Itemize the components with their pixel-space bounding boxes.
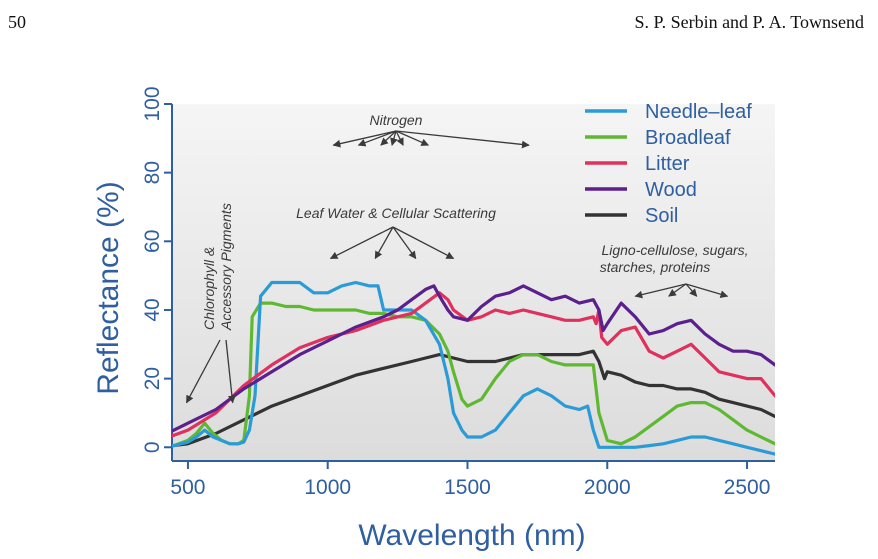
x-axis-label: Wavelength (nm)	[358, 519, 585, 552]
legend-label-2: Litter	[645, 153, 690, 175]
page-number: 50	[8, 12, 26, 32]
annotation-arrow	[668, 283, 687, 297]
y-tick-label: 60	[141, 230, 164, 253]
annotation-arrow	[395, 130, 530, 149]
legend: Needle–leaf Broadleaf Litter Wood Soil	[585, 101, 752, 227]
annotation-lignocellulose-line2: starches, proteins	[600, 259, 711, 275]
annotation-arrow	[225, 339, 236, 404]
legend-label-0: Needle–leaf	[645, 101, 752, 123]
y-axis-label: Reflectance (%)	[92, 181, 125, 394]
annotation-arrow	[395, 130, 404, 146]
annotation-layer: Nitrogen Leaf Water & Cellular Scattering…	[185, 112, 749, 404]
y-tick-label: 100	[141, 86, 164, 121]
x-tick-label: 2000	[584, 476, 631, 499]
annotation-arrow	[685, 283, 698, 297]
y-tick-label: 20	[141, 367, 164, 390]
x-tick-label: 1000	[304, 476, 351, 499]
annotation-arrow	[634, 283, 687, 299]
annotation-arrow	[329, 226, 394, 260]
annotation-arrow	[685, 283, 729, 298]
annotation-arrow	[390, 130, 398, 146]
legend-label-1: Broadleaf	[645, 127, 731, 149]
annotation-arrow	[374, 226, 394, 260]
annotation-arrow	[392, 226, 455, 260]
series-line-3	[172, 284, 775, 433]
annotation-arrow	[380, 130, 397, 146]
x-tick-label: 2500	[724, 476, 771, 499]
annotation-chlorophyll-line1: Chlorophyll &	[201, 247, 217, 330]
annotation-arrow	[395, 130, 430, 146]
annotation-arrow	[332, 130, 397, 148]
annotation-arrow	[392, 226, 417, 260]
y-tick-label: 40	[141, 298, 164, 321]
annotation-arrow	[185, 339, 221, 404]
running-head: S. P. Serbin and P. A. Townsend	[634, 12, 864, 32]
y-tick-label: 80	[141, 161, 164, 184]
annotation-nitrogen: Nitrogen	[370, 112, 423, 128]
legend-label-3: Wood	[645, 179, 697, 201]
annotation-chlorophyll-line2: Accessory Pigments	[218, 203, 234, 331]
legend-label-4: Soil	[645, 205, 678, 227]
annotation-lignocellulose-line1: Ligno-cellulose, sugars,	[601, 242, 748, 258]
annotation-arrow	[357, 130, 397, 147]
series-line-0	[172, 280, 775, 456]
annotation-leaf-water: Leaf Water & Cellular Scattering	[296, 205, 496, 221]
x-tick-label: 1500	[444, 476, 491, 499]
series-line-4	[172, 349, 775, 448]
axes: 500 1000 1500 2000 2500 0 20 40 60 80 100	[141, 86, 775, 499]
series-layer	[172, 280, 775, 456]
x-tick-label: 500	[170, 476, 205, 499]
y-tick-label: 0	[141, 441, 164, 453]
